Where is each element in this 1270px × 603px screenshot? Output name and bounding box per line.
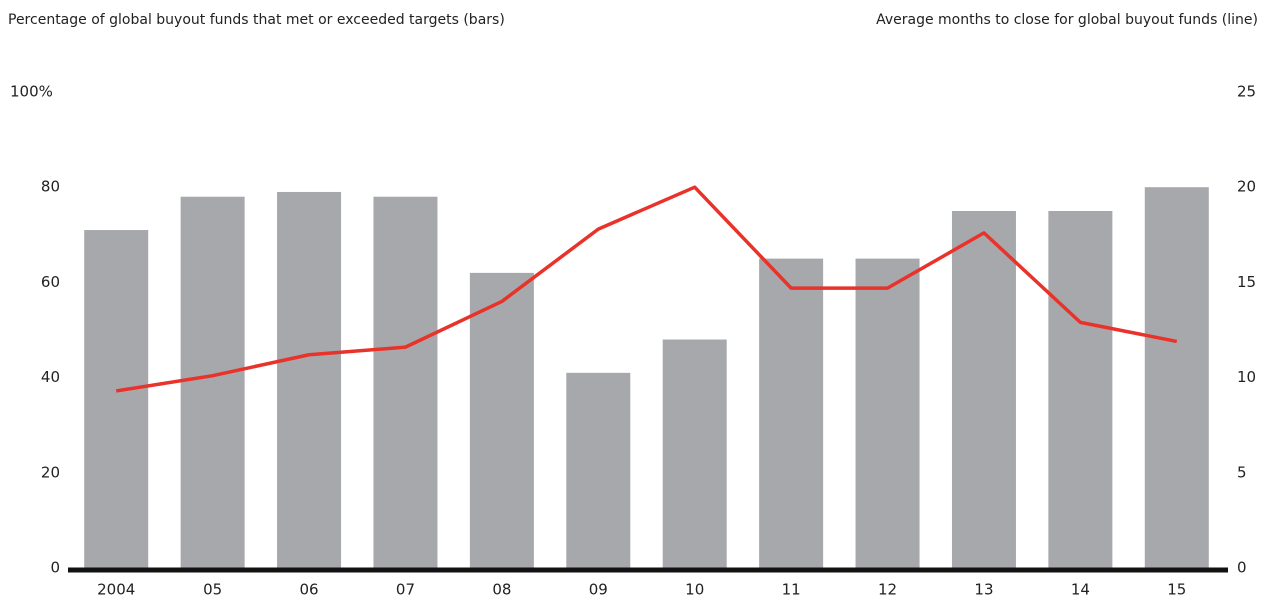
bar [84,230,149,569]
bar [662,339,727,568]
bar [951,211,1016,568]
y2-tick-label: 20 [1237,178,1256,196]
x-tick-label: 06 [299,581,318,599]
y2-tick-label: 15 [1237,273,1256,291]
y2-axis-title: Average months to close for global buyou… [876,12,1258,28]
x-tick-label: 11 [782,581,801,599]
y-tick-label: 0 [50,559,60,577]
line [115,185,1178,393]
y2-tick-label: 25 [1237,83,1256,101]
x-tick-label: 12 [878,581,897,599]
y-tick-label: 80 [41,178,60,196]
x-tick-label: 10 [685,581,704,599]
bar [180,196,245,568]
bar [1144,187,1209,568]
x-tick-label: 15 [1167,581,1186,599]
y-tick-label: 60 [41,273,60,291]
y2-tick-label: 10 [1237,368,1256,386]
x-tick-label: 09 [589,581,608,599]
y-axis-title: Percentage of global buyout funds that m… [8,12,505,28]
x-tick-label: 07 [396,581,415,599]
x-tick-label: 13 [974,581,993,599]
bar [759,258,824,568]
x-tick-label: 14 [1071,581,1090,599]
bar [1048,211,1113,568]
x-tick-label: 05 [203,581,222,599]
bar [855,258,920,568]
x-tick-label: 2004 [97,581,135,599]
y-tick-label: 100% [10,83,53,101]
y-tick-label: 20 [41,463,60,481]
y2-tick-label: 5 [1237,463,1247,481]
bar [469,272,534,568]
bar [373,196,438,568]
y-tick-label: 40 [41,368,60,386]
bar [566,372,631,568]
x-tick-label: 08 [492,581,511,599]
y2-tick-label: 0 [1237,559,1247,577]
bar [277,191,342,568]
